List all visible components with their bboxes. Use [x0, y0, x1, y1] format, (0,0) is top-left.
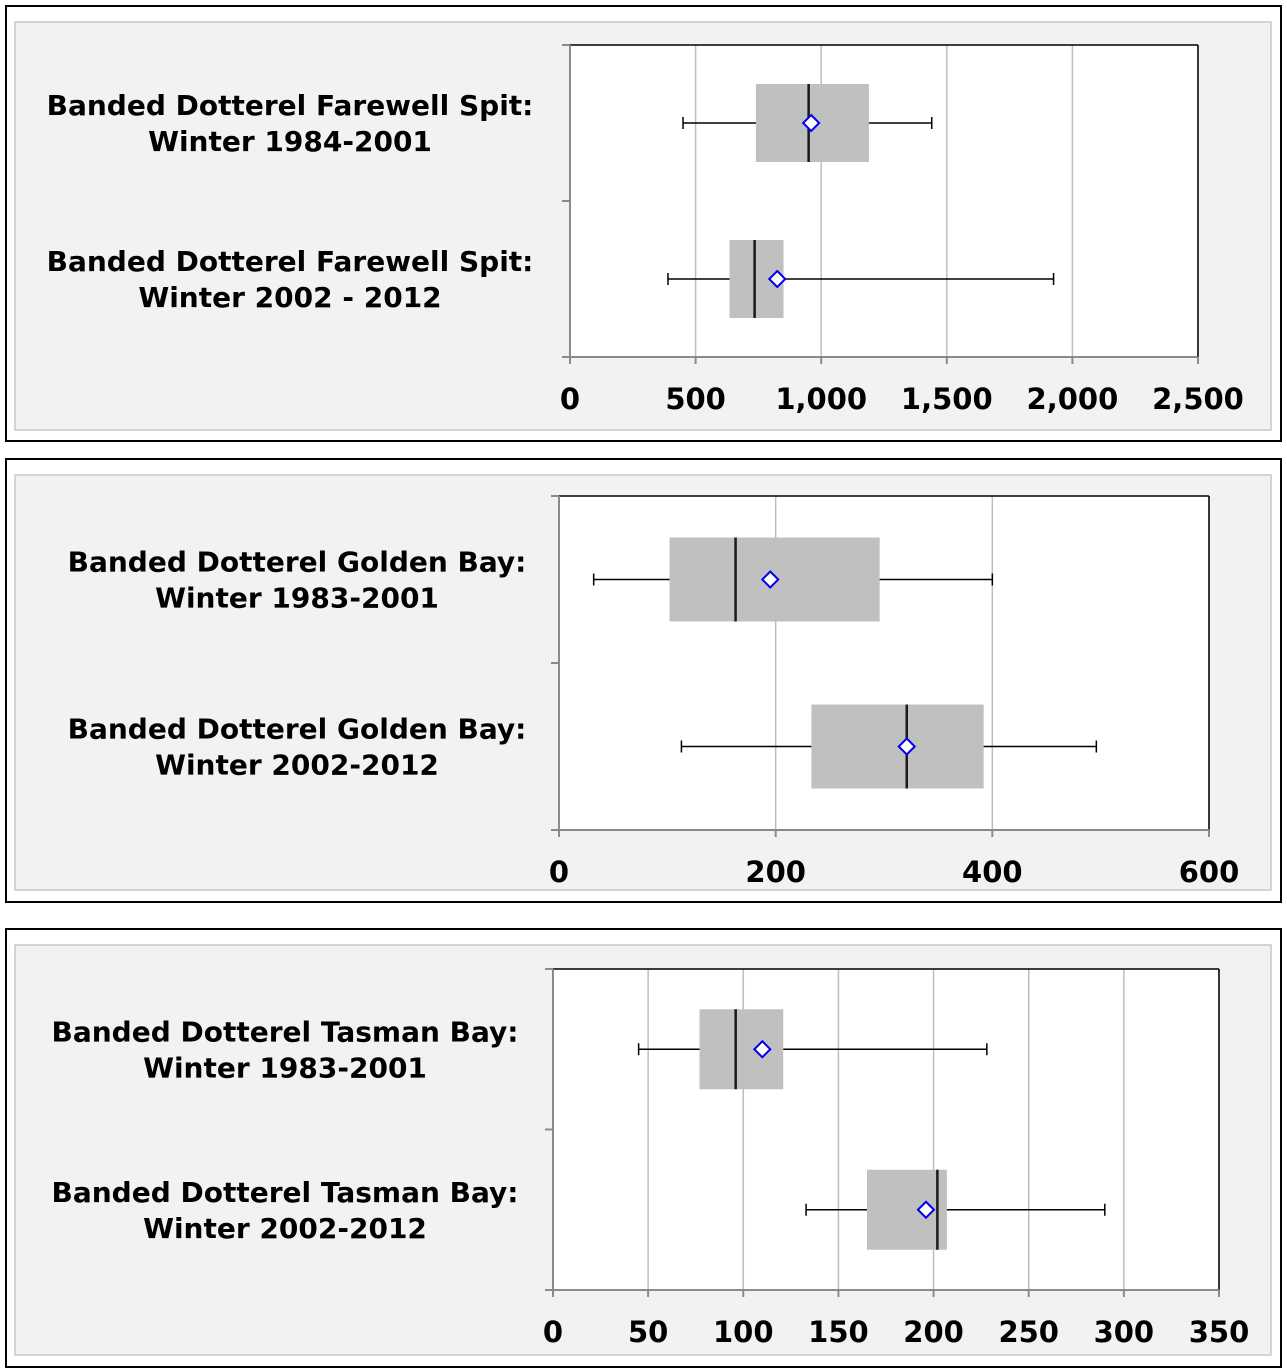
chart-panel-farewell-spit: 0 500 1,000 1,500 2,000 2,500 Banded Dotterel … — [5, 5, 1282, 442]
chart-farewell-spit: 0 500 1,000 1,500 2,000 2,500 Banded Dotterel … — [14, 21, 1272, 431]
x-tick-label: 100 — [713, 1315, 774, 1349]
x-tick-label: 1,500 — [901, 382, 993, 416]
boxplot-series — [682, 84, 933, 162]
mean-marker — [801, 113, 821, 133]
category-label-line1: Banded Dotterel Golden Bay: — [68, 546, 527, 579]
x-tick-label: 150 — [808, 1315, 869, 1349]
mean-marker — [916, 1200, 936, 1220]
category-label-line1: Banded Dotterel Farewell Spit: — [47, 245, 534, 278]
x-tick-label: 0 — [543, 1315, 563, 1349]
x-tick-label: 500 — [665, 382, 726, 416]
x-tick-label: 2,500 — [1152, 382, 1244, 416]
x-tick-label: 200 — [745, 855, 806, 889]
x-tick-label: 1,000 — [775, 382, 867, 416]
boxplot-series — [805, 1169, 1106, 1250]
category-label-line1: Banded Dotterel Golden Bay: — [68, 713, 527, 746]
x-tick-label: 300 — [1094, 1315, 1155, 1349]
chart-panel-golden-bay: 0 200 400 600 Banded Dotterel Golden Bay: Win… — [5, 458, 1282, 903]
category-label-line1: Banded Dotterel Tasman Bay: — [51, 1015, 518, 1048]
category-label-line1: Banded Dotterel Tasman Bay: — [51, 1176, 518, 1209]
x-tick-label: 200 — [903, 1315, 964, 1349]
boxplot-series — [680, 704, 1098, 789]
boxplot-series — [637, 1009, 988, 1090]
x-tick-label: 600 — [1179, 855, 1240, 889]
boxplot-series — [667, 240, 1055, 318]
category-label-line2: Winter 2002-2012 — [155, 749, 439, 782]
x-tick-label: 400 — [962, 855, 1023, 889]
x-tick-label: 250 — [998, 1315, 1059, 1349]
category-label-line2: Winter 1983-2001 — [143, 1051, 427, 1084]
category-label-line2: Winter 2002 - 2012 — [138, 281, 441, 314]
category-label-line2: Winter 2002-2012 — [143, 1212, 427, 1245]
x-tick-label: 350 — [1189, 1315, 1250, 1349]
x-tick-label: 2,000 — [1027, 382, 1119, 416]
chart-tasman-bay: 0 50 100 150 200 250 300 350 Banded Dotterel Tas… — [14, 944, 1272, 1356]
x-tick-label: 0 — [560, 382, 580, 416]
mean-marker — [760, 570, 780, 589]
category-label-line1: Banded Dotterel Farewell Spit: — [47, 89, 534, 122]
category-label-line2: Winter 1984-2001 — [148, 125, 432, 158]
mean-marker — [767, 269, 787, 289]
category-label-line2: Winter 1983-2001 — [155, 582, 439, 615]
x-tick-label: 50 — [628, 1315, 668, 1349]
mean-marker — [752, 1039, 772, 1059]
x-tick-label: 0 — [549, 855, 569, 889]
mean-marker — [897, 737, 917, 756]
boxplot-series — [592, 537, 994, 622]
chart-panel-tasman-bay: 0 50 100 150 200 250 300 350 Banded Dotterel Tas… — [5, 928, 1282, 1368]
plot-area — [570, 45, 1198, 357]
